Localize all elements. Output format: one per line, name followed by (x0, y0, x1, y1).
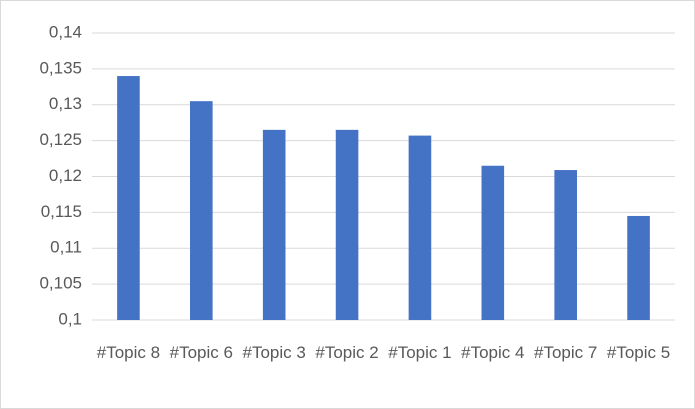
y-tick-label: 0,115 (41, 202, 82, 221)
x-tick-label: #Topic 1 (388, 343, 452, 362)
y-tick-label: 0,105 (39, 274, 82, 293)
x-tick-label: #Topic 5 (606, 343, 671, 362)
bar (190, 101, 213, 320)
x-tick-label: #Topic 4 (461, 343, 525, 362)
bar (627, 215, 650, 320)
y-tick-label: 0,135 (39, 58, 82, 77)
bar (117, 76, 140, 320)
x-tick-label: #Topic 2 (315, 343, 379, 362)
bar (408, 135, 432, 320)
x-tick-label: #Topic 7 (534, 343, 598, 362)
y-tick-label: 0,125 (39, 130, 82, 149)
x-tick-label: #Topic 3 (242, 343, 306, 362)
y-tick-label: 0,1 (58, 309, 82, 328)
y-tick-label: 0,14 (49, 22, 82, 41)
y-tick-label: 0,13 (49, 94, 82, 113)
y-tick-label: 0,11 (50, 238, 82, 257)
bar (481, 165, 505, 320)
x-tick-label: #Topic 8 (96, 343, 161, 362)
bar (335, 129, 359, 320)
bar (554, 170, 577, 320)
y-tick-label: 0,12 (49, 166, 82, 185)
bar (262, 129, 286, 320)
x-tick-label: #Topic 6 (169, 343, 233, 362)
